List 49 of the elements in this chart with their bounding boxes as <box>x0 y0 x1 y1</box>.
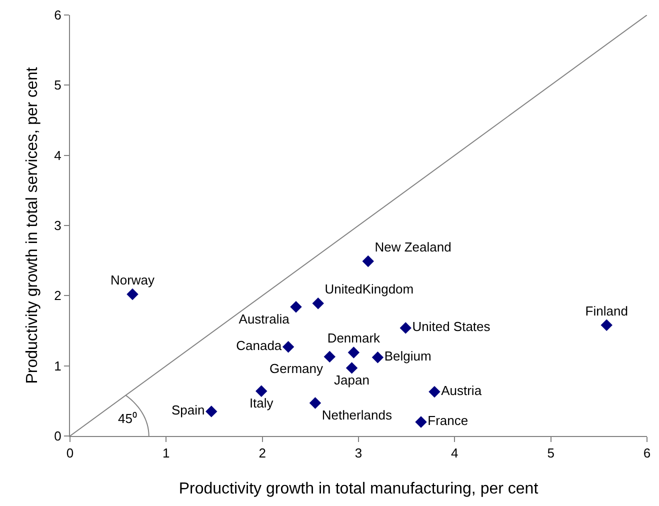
y-tick-label: 5 <box>54 78 62 93</box>
point <box>312 298 324 310</box>
series-label: Norway <box>110 272 156 288</box>
point <box>256 385 268 397</box>
series-label: Denmark <box>327 330 381 346</box>
point <box>309 397 322 409</box>
point <box>282 341 294 353</box>
y-tick-label: 6 <box>54 8 62 23</box>
point <box>362 255 374 268</box>
y-tick-label: 2 <box>54 288 62 304</box>
x-tick-label: 6 <box>643 446 651 461</box>
x-axis-title: Productivity growth in total manufacturing, per cent <box>178 480 539 498</box>
series-label: France <box>428 413 468 428</box>
y-tick-label: 1 <box>54 358 62 374</box>
series-label: Italy <box>249 395 274 410</box>
y-tick-label: 0 <box>54 428 62 444</box>
point <box>206 406 218 418</box>
series-label: Germany <box>270 361 324 376</box>
series-label: Belgium <box>384 348 432 364</box>
x-tick-label: 1 <box>162 446 170 461</box>
x-tick-label: 4 <box>451 446 458 461</box>
series-label: Canada <box>236 338 282 354</box>
point <box>126 288 138 300</box>
series-label: Netherlands <box>322 407 392 422</box>
point <box>400 322 412 334</box>
series-label: Australia <box>238 311 290 326</box>
series-label: Spain <box>171 402 205 418</box>
point <box>600 319 612 331</box>
y-tick-label: 3 <box>54 218 62 234</box>
point <box>324 350 336 363</box>
x-tick-label: 3 <box>354 446 362 461</box>
point <box>348 346 360 358</box>
point <box>346 362 358 374</box>
x-tick-label: 2 <box>258 446 266 461</box>
annotation: 45⁰ <box>118 411 138 426</box>
series-label: Finland <box>585 303 628 318</box>
point <box>372 352 384 364</box>
series-label: Japan <box>334 372 370 388</box>
series-label: Austria <box>441 383 482 398</box>
series-label: New Zealand <box>374 239 452 254</box>
series-label: United States <box>412 319 491 334</box>
point <box>290 301 302 313</box>
x-tick-label: 0 <box>66 446 74 461</box>
point <box>415 416 427 428</box>
y-tick-label: 4 <box>54 148 62 163</box>
series-label: UnitedKingdom <box>324 282 414 297</box>
point <box>428 386 440 398</box>
x-tick-label: 5 <box>547 446 554 461</box>
y-axis-title: Productivity growth in total services, per cent <box>24 66 42 384</box>
